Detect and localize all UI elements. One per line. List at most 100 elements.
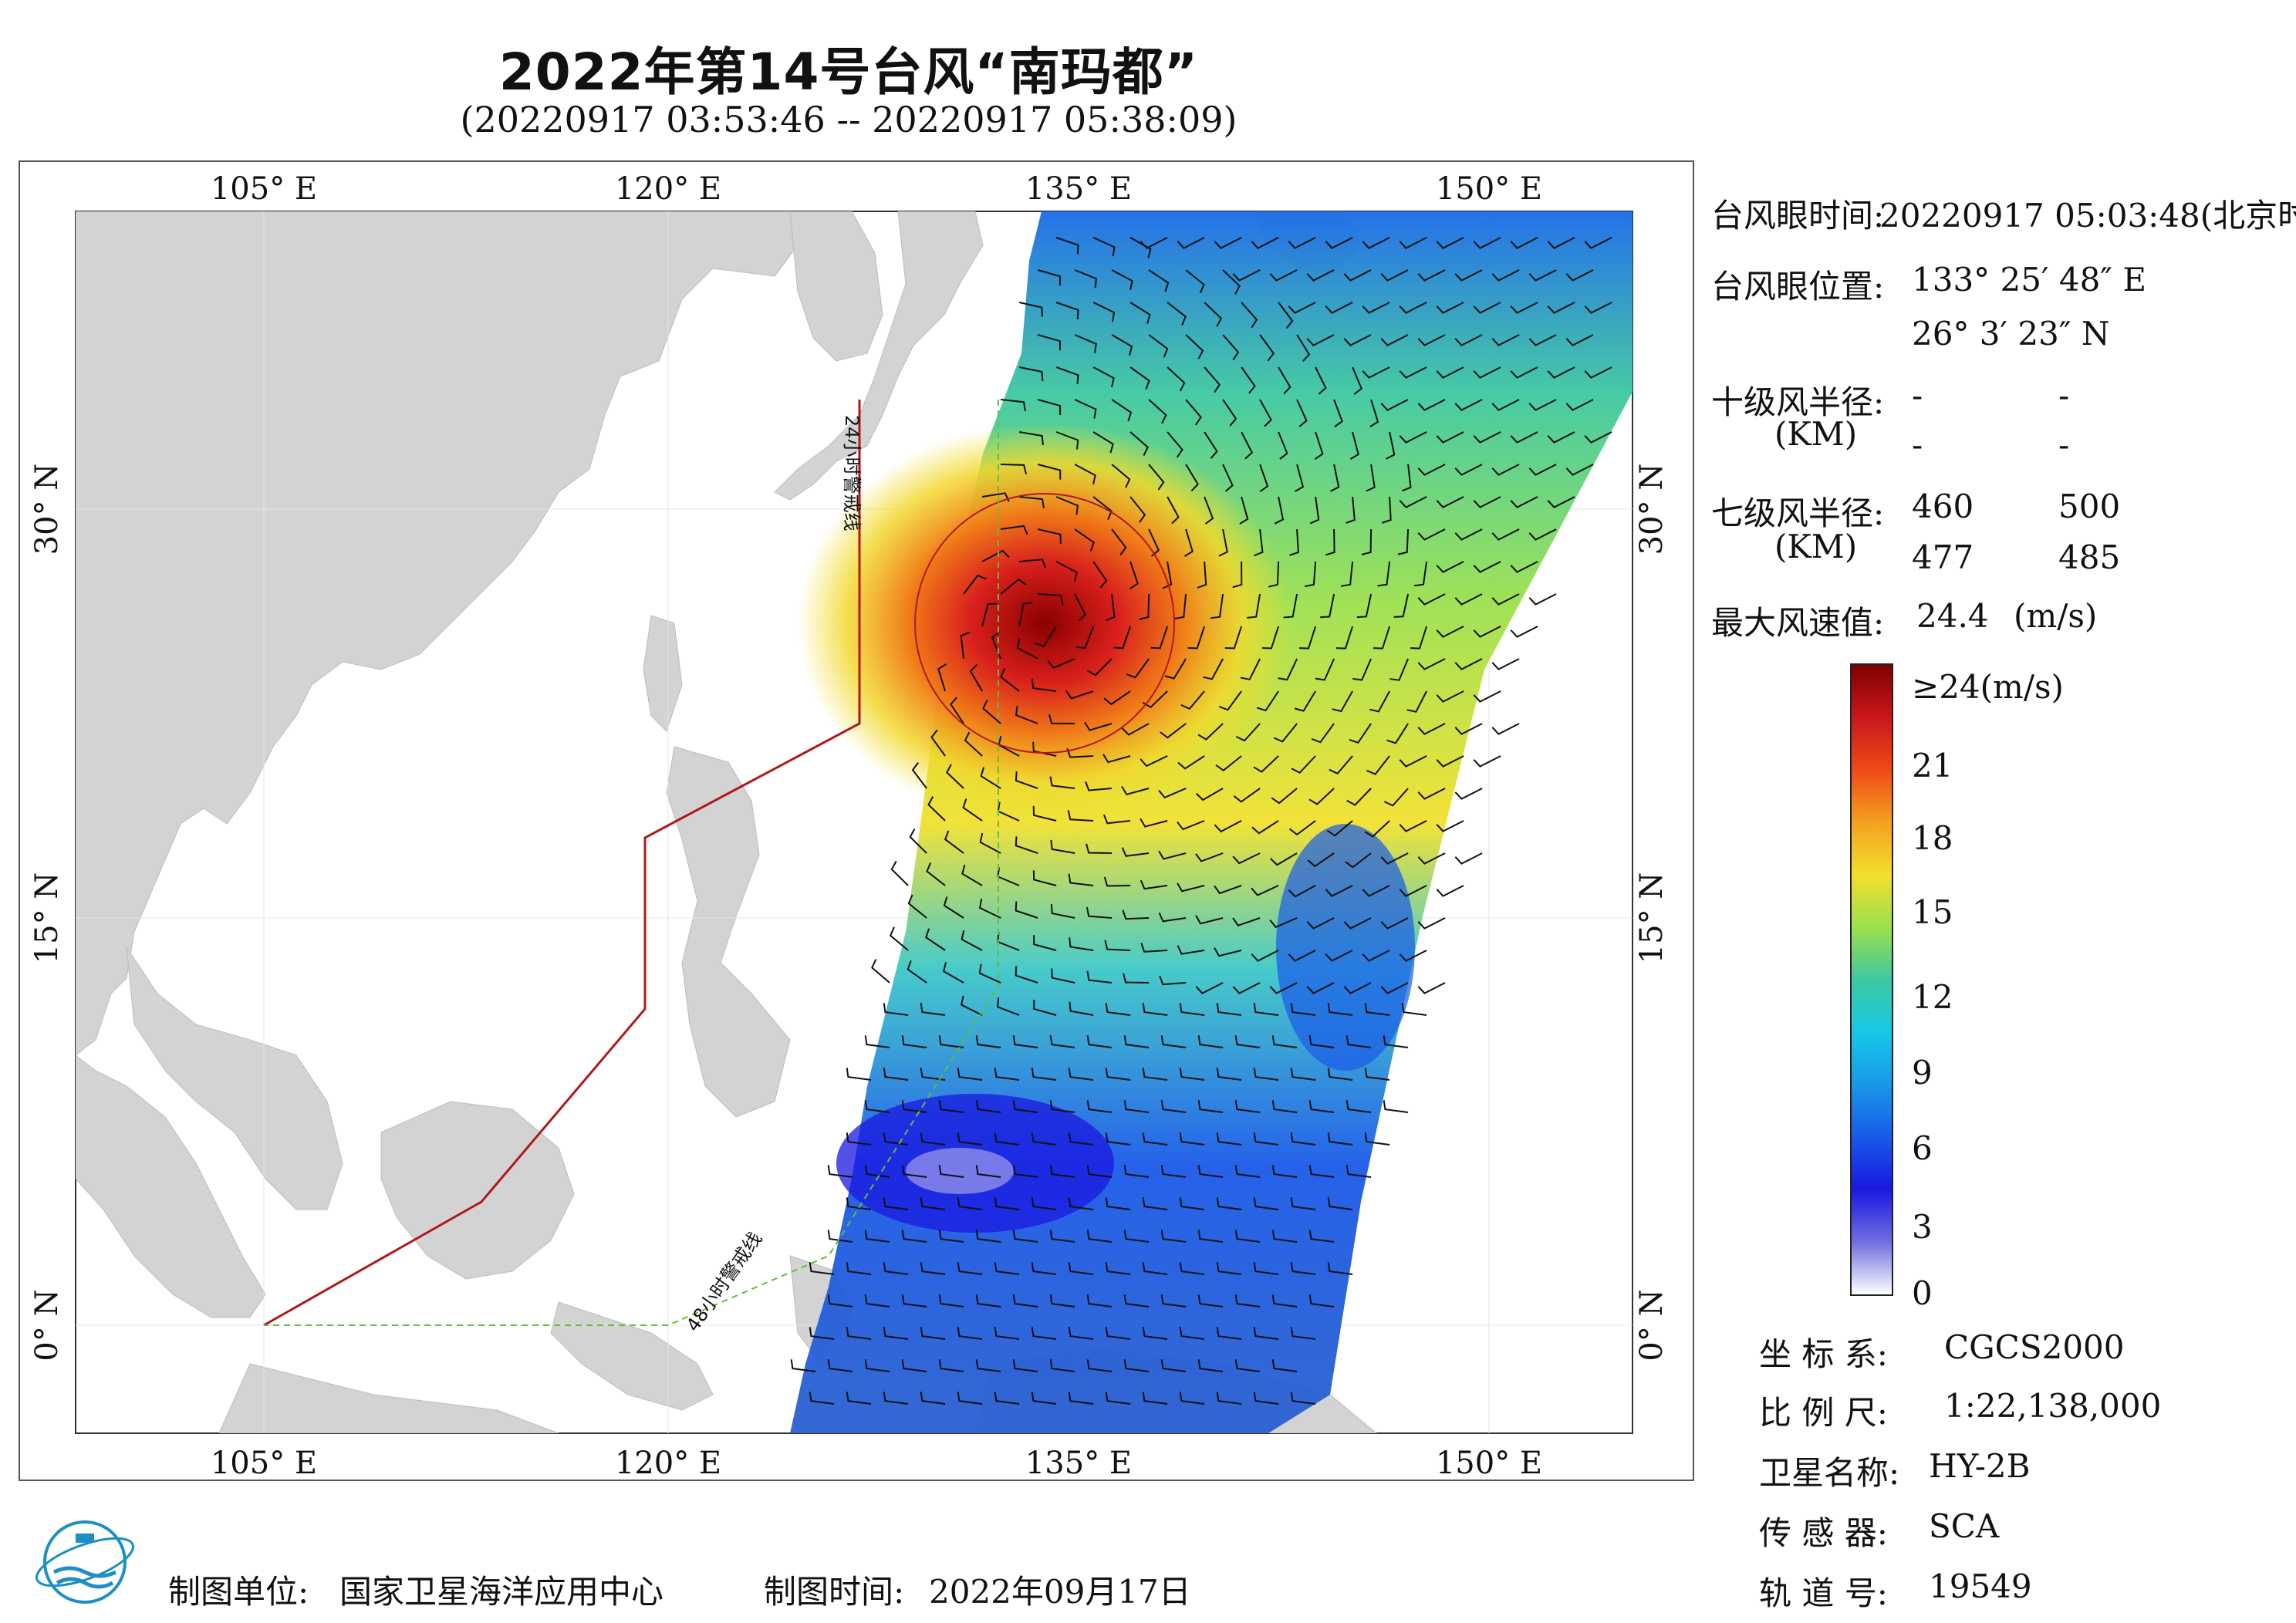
wind-barb: [1308, 1165, 1335, 1178]
lat-tick-left-15: 15° N: [29, 872, 65, 964]
wind-barb: [1232, 917, 1261, 926]
eye-time-value: 20220917 05:03:48(北京时): [1879, 197, 2296, 235]
wind-barb: [1270, 852, 1298, 866]
wind-barb: [1377, 561, 1391, 587]
wind-barb: [1327, 1003, 1353, 1016]
wind-barb: [827, 1359, 853, 1372]
wind-barb: [846, 1132, 872, 1146]
max-wind-value: 24.4: [1916, 597, 1989, 635]
wind-barb: [957, 1392, 983, 1405]
wind-barb: [1019, 558, 1047, 569]
wind-map[interactable]: 24小时警戒线 48小时警戒线 105° E 120° E 135° E 150…: [19, 160, 1694, 1481]
wind-barb: [1068, 1327, 1094, 1340]
wind-barb: [1055, 237, 1079, 255]
wind-barb: [1491, 528, 1520, 541]
wind-barb: [1327, 1068, 1353, 1081]
colorbar: [1850, 663, 1893, 1296]
wind-barb: [1454, 658, 1483, 670]
r10-label: 十级风半径:: [1711, 383, 1885, 421]
warning-line-24h: [263, 400, 861, 1327]
wind-barb: [1055, 561, 1078, 582]
r7-ne: 460: [1912, 488, 1974, 525]
wind-barb: [1222, 399, 1237, 427]
wind-barb: [1142, 1262, 1168, 1275]
wind-barb: [1160, 1359, 1187, 1372]
wind-barb: [1031, 1327, 1057, 1340]
wind-barb: [1216, 1068, 1242, 1081]
wind-barb: [1383, 788, 1409, 807]
wind-barb: [950, 697, 964, 724]
wind-barb: [1037, 464, 1062, 480]
wind-barb: [1015, 706, 1038, 724]
wind-barb: [1142, 1132, 1168, 1146]
wind-barb: [1565, 399, 1594, 411]
wind-barb: [1417, 723, 1446, 735]
wind-barb: [1233, 788, 1261, 803]
wind-barb: [930, 729, 946, 757]
wind-barb: [1214, 820, 1242, 833]
wind-barb: [1364, 820, 1390, 838]
wind-barb: [1074, 528, 1095, 552]
wind-barb: [1018, 602, 1033, 627]
wind-barb: [1343, 334, 1372, 346]
wind-barb: [1386, 723, 1409, 744]
wind-barb: [1247, 593, 1261, 619]
wind-barb: [1253, 1197, 1279, 1210]
wind-barb: [1204, 302, 1223, 327]
wind-barb: [1068, 1068, 1094, 1081]
footer-time-label: 制图时间:: [764, 1573, 905, 1611]
wind-barb: [1177, 755, 1205, 770]
wind-barb: [1345, 852, 1372, 869]
wind-barb: [1352, 366, 1362, 395]
wind-barb: [1289, 528, 1299, 556]
wind-barb: [1271, 788, 1298, 805]
wind-barb: [1018, 302, 1043, 317]
wind-barb: [1055, 496, 1079, 515]
wind-barb: [1454, 399, 1483, 411]
wind-barb: [1092, 302, 1116, 322]
wind-barb: [1224, 626, 1243, 650]
wind-barb: [1086, 843, 1113, 854]
wind-barb: [1037, 269, 1062, 286]
lon-tick-top-150: 150° E: [1436, 171, 1542, 207]
wind-barb: [1565, 464, 1594, 476]
wind-barb: [809, 1327, 835, 1340]
wind-barb: [1197, 561, 1207, 589]
wind-barb: [1274, 496, 1285, 525]
wind-barb: [1402, 464, 1412, 492]
wind-barb: [1216, 1132, 1242, 1146]
wind-barb: [1031, 1068, 1057, 1081]
lon-tick-bottom-105: 105° E: [211, 1446, 317, 1481]
wind-barb: [1123, 1100, 1150, 1113]
wind-barb: [1473, 237, 1501, 249]
wind-barb: [1204, 366, 1221, 393]
wind-barb: [982, 700, 1001, 724]
wind-barb: [1179, 1327, 1205, 1340]
colorbar-tick-12: 12: [1912, 978, 1953, 1016]
observation-time-range: (20220917 03:53:46 -- 20220917 05:38:09): [460, 99, 1237, 140]
wind-barb: [1032, 741, 1057, 757]
wind-barb: [1047, 658, 1075, 670]
wind-barb: [1417, 658, 1446, 670]
wind-barb: [864, 1294, 890, 1308]
wind-barb: [1325, 237, 1353, 249]
eye-longitude: 133° 25′ 48″ E: [1912, 261, 2146, 299]
wind-barb: [1105, 1003, 1131, 1016]
lat-tick-left-30: 30° N: [29, 464, 65, 555]
wind-barb: [1092, 431, 1114, 454]
wind-barb: [1253, 1327, 1279, 1340]
colorbar-top-label: ≥24(m/s): [1912, 668, 2064, 706]
wind-barb: [1160, 1230, 1187, 1243]
wind-barb: [1111, 334, 1133, 356]
wind-barb: [1185, 399, 1202, 426]
colorbar-tick-18: 18: [1912, 819, 1953, 857]
wind-barb: [1473, 496, 1501, 508]
wind-barb: [1158, 912, 1187, 923]
wind-barb: [1129, 561, 1139, 590]
wind-barb: [1288, 237, 1316, 249]
wind-barb: [1473, 690, 1501, 703]
wind-barb: [1216, 1262, 1242, 1275]
wind-barb: [1142, 1327, 1168, 1340]
wind-barb: [1111, 269, 1133, 291]
wind-barb: [1129, 496, 1146, 523]
